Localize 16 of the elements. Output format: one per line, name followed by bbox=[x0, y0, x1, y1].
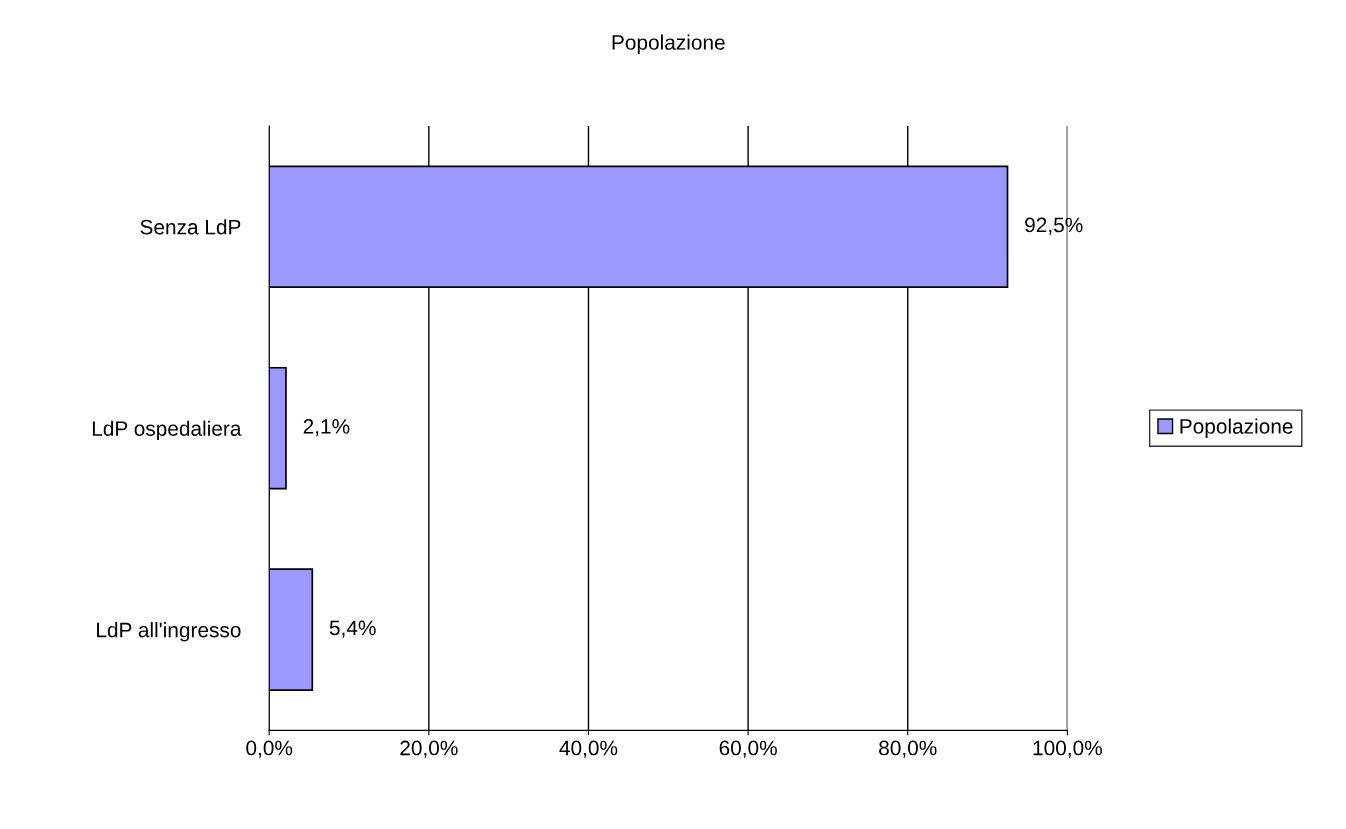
data-label: 5,4% bbox=[329, 620, 376, 638]
x-tick-label: 60,0% bbox=[719, 740, 777, 758]
legend-label: Popolazione bbox=[1180, 418, 1293, 438]
y-tick-label: LdP all'ingresso bbox=[97, 622, 241, 642]
x-tick-label: 0,0% bbox=[246, 740, 293, 758]
bar bbox=[269, 568, 314, 691]
x-tick-label: 80,0% bbox=[879, 740, 937, 758]
x-tick-label: 20,0% bbox=[400, 740, 458, 758]
data-label: 92,5% bbox=[1025, 217, 1083, 235]
y-tick-label: LdP ospedaliera bbox=[92, 420, 242, 441]
data-label: 2,1% bbox=[303, 419, 350, 437]
chart-title: Popolazione bbox=[612, 34, 725, 54]
x-tick-label: 100,0% bbox=[1033, 740, 1102, 758]
x-tick-label: 40,0% bbox=[559, 740, 618, 758]
y-tick-label: Senza LdP bbox=[140, 219, 241, 235]
bar bbox=[269, 366, 287, 490]
